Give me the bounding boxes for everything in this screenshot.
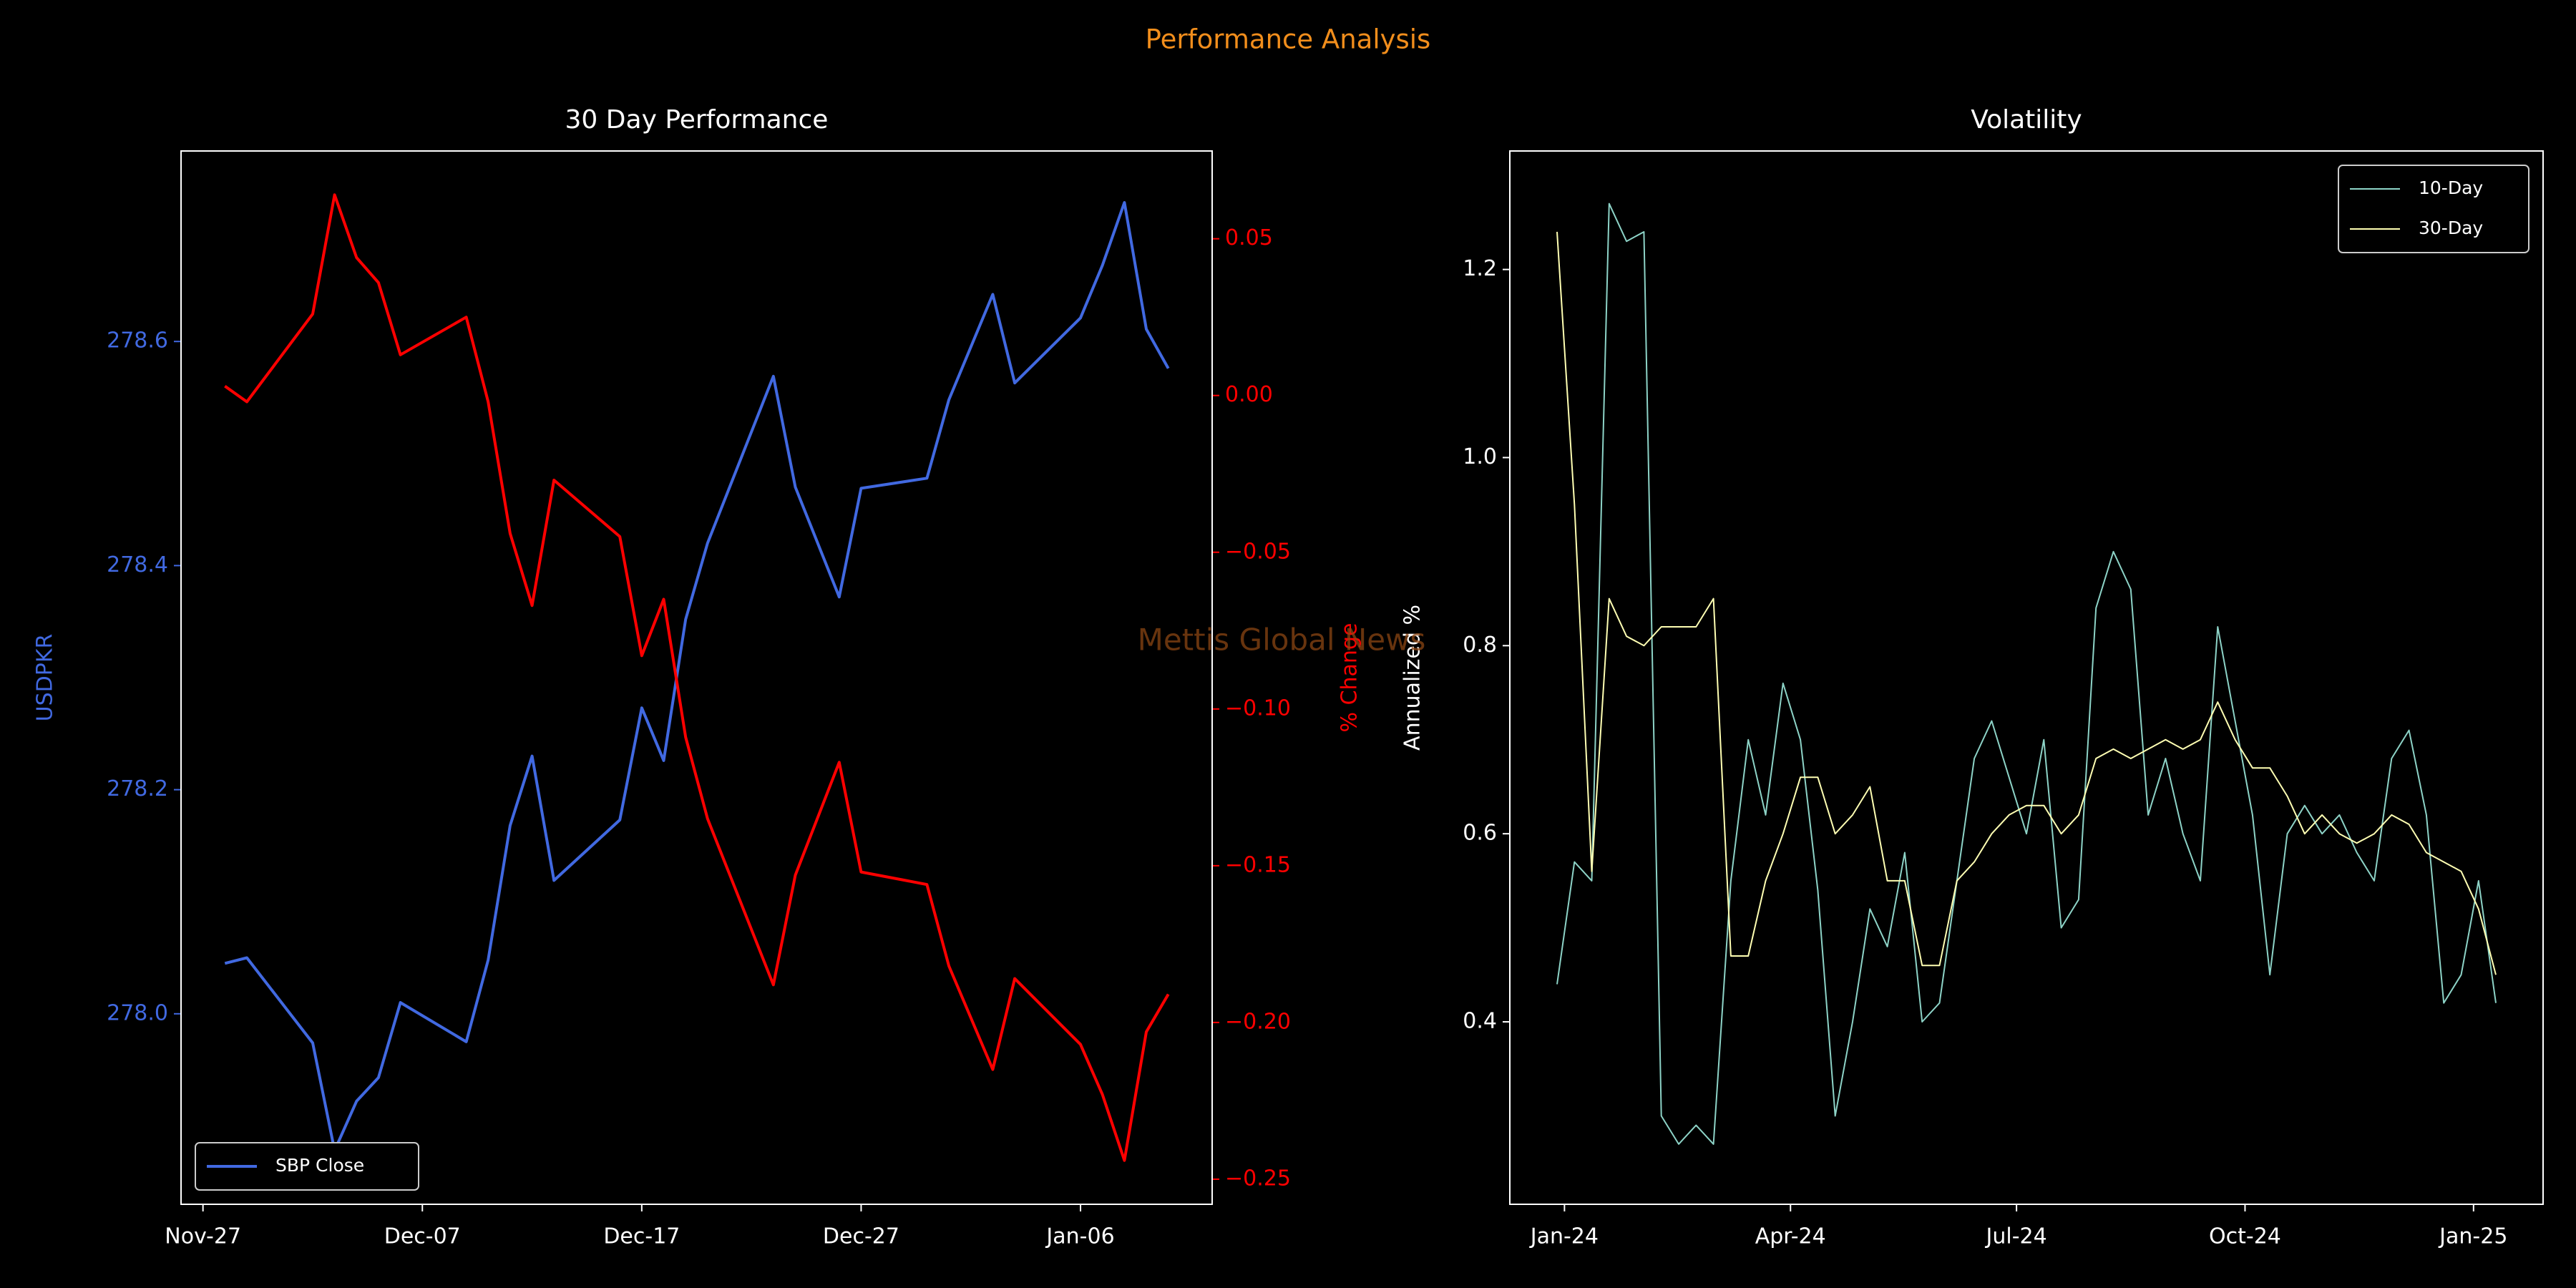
subplot-title: Volatility xyxy=(1971,105,2082,135)
y2-tick-label: −0.10 xyxy=(1225,696,1291,721)
legend-label: 30-Day xyxy=(2419,218,2483,238)
y-tick-label: 1.2 xyxy=(1463,256,1497,281)
x-tick-label: Jan-06 xyxy=(1045,1224,1114,1249)
data-line xyxy=(1556,231,2497,975)
y-tick-label: 1.0 xyxy=(1463,444,1497,469)
data-line xyxy=(224,201,1170,1152)
legend-label: 10-Day xyxy=(2419,177,2483,198)
y2-axis-label: % Change xyxy=(1337,623,1362,733)
axes-frame xyxy=(1509,150,2544,1205)
legend-box xyxy=(2338,165,2529,253)
x-tick-label: Dec-07 xyxy=(384,1224,461,1249)
legend-label: SBP Close xyxy=(275,1155,364,1176)
x-tick-label: Oct-24 xyxy=(2209,1224,2281,1249)
x-tick-label: Jan-25 xyxy=(2438,1224,2507,1249)
y-axis-label: USDPKR xyxy=(33,634,58,722)
y2-tick-label: 0.00 xyxy=(1225,382,1273,407)
y-axis-label: Annualized % xyxy=(1400,605,1425,751)
x-tick-label: Nov-27 xyxy=(165,1224,241,1249)
x-tick-label: Jan-24 xyxy=(1529,1224,1599,1249)
axes-frame xyxy=(180,150,1213,1205)
y2-tick-label: −0.05 xyxy=(1225,539,1291,564)
x-tick-label: Apr-24 xyxy=(1755,1224,1826,1249)
y-tick-label: 0.4 xyxy=(1463,1009,1497,1034)
y-tick-label: 0.6 xyxy=(1463,821,1497,846)
x-tick-label: Dec-17 xyxy=(603,1224,680,1249)
legend: SBP Close xyxy=(195,1142,419,1191)
legend: 10-Day 30-Day xyxy=(2338,165,2529,253)
y-tick-label: 278.6 xyxy=(107,328,168,353)
data-line xyxy=(1556,203,2497,1145)
y-tick-label: 0.8 xyxy=(1463,633,1497,658)
y2-tick-label: −0.25 xyxy=(1225,1166,1291,1191)
y-tick-label: 278.0 xyxy=(107,1000,168,1025)
watermark: Mettis Global News xyxy=(1138,623,1426,658)
y-tick-label: 278.2 xyxy=(107,776,168,801)
x-tick-label: Dec-27 xyxy=(823,1224,899,1249)
data-line xyxy=(224,193,1170,1162)
legend-box xyxy=(195,1142,419,1191)
subplot: 30 Day Performance Nov-27 Dec-07 Dec-17 Dec-… xyxy=(33,105,1362,1249)
y2-tick-label: −0.20 xyxy=(1225,1009,1291,1034)
subplot-title: 30 Day Performance xyxy=(565,105,829,135)
figure-title: Performance Analysis xyxy=(1146,24,1431,55)
x-tick-label: Jul-24 xyxy=(1985,1224,2047,1249)
subplot: Volatility Jan-24 Apr-24 Jul-24 Oct-24 Jan-25… xyxy=(1400,105,2544,1249)
y2-tick-label: −0.15 xyxy=(1225,852,1291,877)
y-tick-label: 278.4 xyxy=(107,552,168,577)
y2-tick-label: 0.05 xyxy=(1225,225,1273,250)
